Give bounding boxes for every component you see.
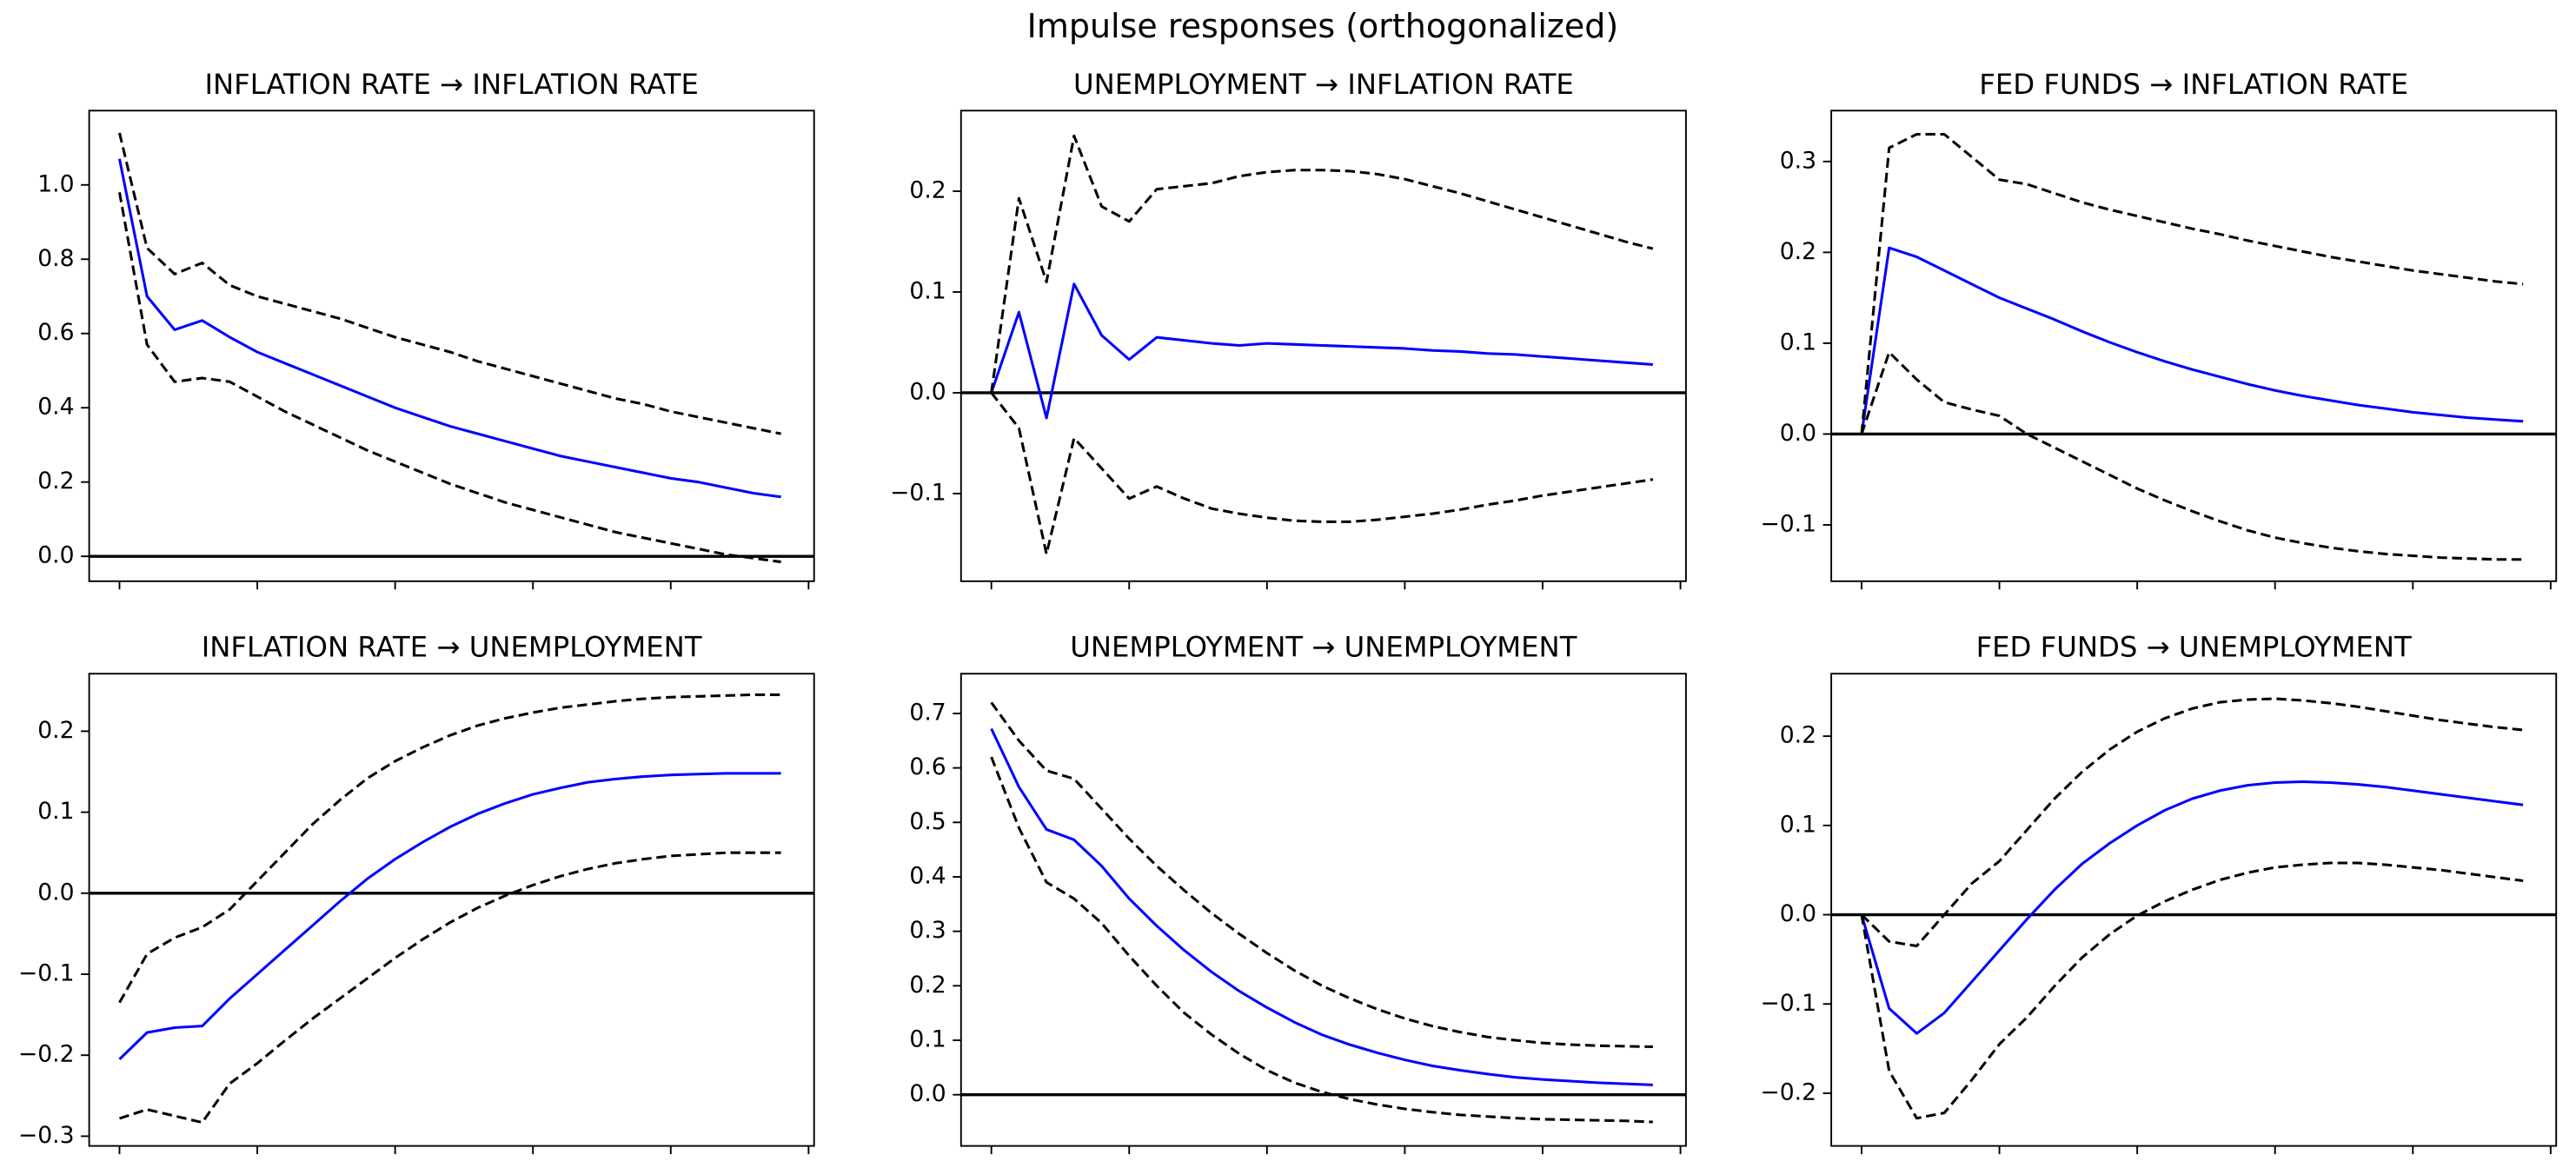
- response-line: [117, 158, 781, 499]
- y-tick-label: 1.0: [37, 170, 74, 197]
- y-tick-label: 0.4: [37, 394, 74, 421]
- y-tick-label: 0.0: [1780, 900, 1816, 927]
- y-tick-label: −0.1: [1760, 510, 1816, 537]
- error-band-line: [118, 132, 781, 435]
- y-tick-label: 0.4: [909, 862, 946, 889]
- y-tick-label: −0.2: [1760, 1078, 1816, 1105]
- y-tick-label: 0.2: [37, 717, 74, 744]
- y-tick-label: 0.2: [1780, 722, 1816, 749]
- error-band-line: [990, 392, 1654, 556]
- error-band-line: [1860, 697, 2524, 948]
- y-tick-label: −0.1: [18, 959, 75, 986]
- response-line: [1860, 246, 2524, 435]
- response-line: [990, 727, 1653, 1086]
- y-tick-label: 0.7: [909, 699, 946, 726]
- error-band-line: [1860, 132, 2524, 435]
- y-tick-label: 0.2: [1780, 238, 1816, 265]
- y-tick-label: −0.2: [18, 1041, 75, 1068]
- error-band-line: [118, 693, 781, 1004]
- error-band-line: [990, 701, 1653, 1049]
- y-tick-label: 0.8: [37, 245, 74, 272]
- subplot-title: INFLATION RATE → UNEMPLOYMENT: [202, 631, 702, 664]
- plot-frame: [88, 673, 815, 1147]
- response-line: [118, 772, 781, 1060]
- subplot-title: UNEMPLOYMENT → INFLATION RATE: [1073, 68, 1574, 101]
- y-tick-label: 0.3: [909, 917, 946, 944]
- y-tick-label: 0.1: [1780, 328, 1816, 355]
- response-line: [1860, 780, 2524, 1035]
- plot-frame: [1830, 673, 2558, 1147]
- y-tick-label: 0.2: [909, 972, 946, 999]
- y-tick-label: 0.6: [37, 319, 74, 346]
- y-tick-label: −0.1: [890, 479, 946, 506]
- y-tick-label: 0.0: [1780, 420, 1816, 447]
- y-tick-label: 0.0: [37, 542, 74, 569]
- subplot-title: FED FUNDS → UNEMPLOYMENT: [1976, 631, 2412, 664]
- plot-frame: [959, 673, 1687, 1147]
- subplot-title: INFLATION RATE → INFLATION RATE: [204, 68, 698, 101]
- y-tick-label: 0.2: [909, 177, 946, 204]
- error-band-line: [1860, 350, 2524, 561]
- plot-frame: [1830, 110, 2558, 582]
- y-tick-label: 0.1: [909, 278, 946, 305]
- y-tick-label: 0.1: [1780, 811, 1816, 838]
- y-tick-label: −0.3: [18, 1122, 75, 1149]
- y-tick-label: 0.1: [909, 1026, 946, 1053]
- plot-frame: [959, 110, 1687, 582]
- y-tick-label: −0.1: [1760, 990, 1816, 1017]
- error-band-line: [1860, 861, 2524, 1120]
- y-tick-label: 0.3: [1780, 147, 1816, 174]
- y-tick-label: 0.6: [909, 753, 946, 780]
- subplot-title: UNEMPLOYMENT → UNEMPLOYMENT: [1070, 631, 1577, 664]
- y-tick-label: 0.0: [37, 879, 74, 906]
- y-tick-label: 0.0: [909, 378, 946, 405]
- figure-title: Impulse responses (orthogonalized): [1027, 7, 1619, 45]
- error-band-line: [990, 134, 1654, 394]
- error-band-line: [119, 851, 781, 1125]
- y-tick-label: 0.5: [909, 808, 946, 835]
- subplot-title: FED FUNDS → INFLATION RATE: [1979, 68, 2408, 101]
- response-line: [990, 282, 1653, 420]
- error-band-line: [990, 756, 1653, 1124]
- y-tick-label: 0.0: [909, 1080, 946, 1107]
- y-tick-label: 0.1: [37, 798, 74, 825]
- error-band-line: [117, 192, 781, 564]
- plot-frame: [88, 110, 815, 582]
- y-tick-label: 0.2: [37, 468, 74, 494]
